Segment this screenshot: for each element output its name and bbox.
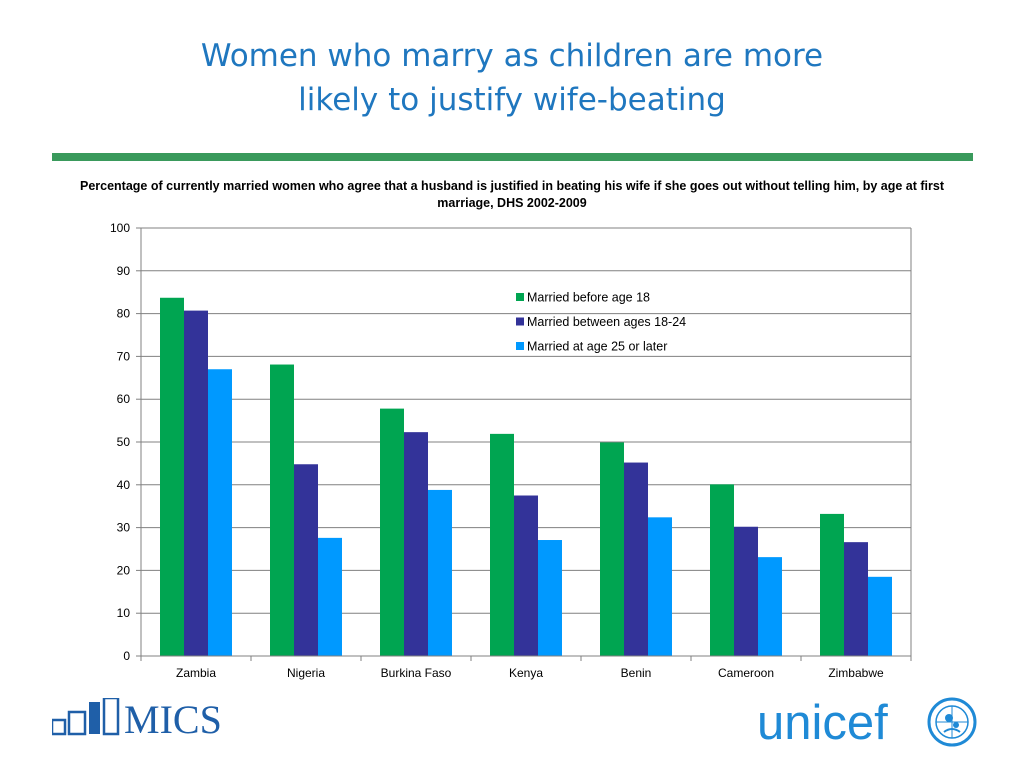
bar-chart: 0 10 20 30 40 50 60 70 80 90 100 Zambia Nigeria Burki… <box>110 221 912 680</box>
x-tick-label: Zambia <box>176 666 216 680</box>
slide-title-line-2: likely to justify wife-beating <box>298 82 726 118</box>
legend-label: Married before age 18 <box>527 291 650 305</box>
y-tick-label: 40 <box>117 478 131 492</box>
y-tick-label: 30 <box>117 521 131 535</box>
bar-nigeria-series-2 <box>294 464 318 656</box>
bar-cameroon-series-3 <box>758 557 782 656</box>
axes <box>136 227 912 661</box>
bar-kenya-series-3 <box>538 540 562 656</box>
legend-swatch <box>516 317 524 326</box>
legend-swatch <box>516 342 524 350</box>
y-tick-label: 20 <box>117 563 131 577</box>
bar-cameroon-series-1 <box>710 484 734 656</box>
legend: Married before age 18 Married between age… <box>516 291 686 354</box>
x-tick-label: Cameroon <box>718 666 774 680</box>
bar-benin-series-3 <box>648 517 672 656</box>
bar-zimbabwe-series-2 <box>844 542 868 656</box>
title-divider <box>52 153 973 161</box>
bar-burkina-faso-series-2 <box>404 432 428 656</box>
mics-bars-icon <box>52 698 120 736</box>
y-tick-label: 70 <box>117 349 131 363</box>
y-tick-label: 60 <box>117 392 131 406</box>
y-tick-label: 80 <box>117 307 131 321</box>
y-tick-label: 100 <box>110 221 130 235</box>
y-tick-label: 10 <box>117 606 131 620</box>
axis-labels: 0 10 20 30 40 50 60 70 80 90 100 Zambia Nigeria Burki… <box>110 221 884 680</box>
bar-nigeria-series-3 <box>318 537 342 656</box>
bar-kenya-series-1 <box>490 433 514 656</box>
x-tick-label: Burkina Faso <box>381 666 452 680</box>
unicef-wordmark: unicef <box>757 696 888 750</box>
x-tick-label: Kenya <box>509 666 543 680</box>
bar-zambia-series-1 <box>160 297 184 656</box>
legend-swatch <box>516 293 524 301</box>
bar-kenya-series-2 <box>514 495 538 656</box>
slide-title-line-1: Women who marry as children are more <box>200 38 824 74</box>
bar-zimbabwe-series-3 <box>868 576 892 656</box>
x-tick-label: Zimbabwe <box>828 666 884 680</box>
legend-label: Married at age 25 or later <box>527 340 667 354</box>
y-tick-label: 50 <box>117 435 131 449</box>
x-tick-label: Nigeria <box>287 666 325 680</box>
y-tick-label: 90 <box>117 264 131 278</box>
unicef-emblem-icon <box>927 697 977 747</box>
bars <box>160 297 892 656</box>
bar-zambia-series-3 <box>208 369 232 656</box>
mics-logo: MICS <box>52 698 222 740</box>
bar-zambia-series-2 <box>184 310 208 656</box>
legend-label: Married between ages 18-24 <box>527 315 686 329</box>
bar-zimbabwe-series-1 <box>820 513 844 656</box>
unicef-logo: unicef <box>757 696 977 750</box>
chart-title: Percentage of currently married women wh… <box>79 179 945 210</box>
x-tick-label: Benin <box>621 666 652 680</box>
bar-benin-series-1 <box>600 442 624 656</box>
bar-cameroon-series-2 <box>734 526 758 656</box>
bar-burkina-faso-series-3 <box>428 489 452 656</box>
bar-nigeria-series-1 <box>270 364 294 656</box>
bar-benin-series-2 <box>624 462 648 656</box>
y-tick-label: 0 <box>123 649 130 663</box>
mics-wordmark: MICS <box>124 698 222 740</box>
bar-burkina-faso-series-1 <box>380 408 404 656</box>
slide-title: Women who marry as children are more lik… <box>0 34 1024 122</box>
